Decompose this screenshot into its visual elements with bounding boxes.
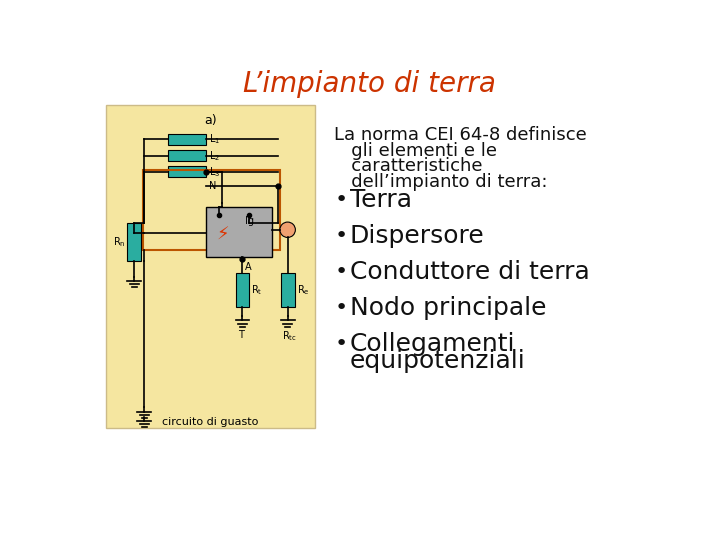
Text: R$_{\rm t}$: R$_{\rm t}$	[251, 283, 262, 296]
Text: N: N	[210, 181, 217, 192]
Bar	[235, 273, 249, 307]
Text: ⚡: ⚡	[217, 226, 229, 244]
Text: caratteristiche: caratteristiche	[334, 157, 482, 175]
Text: Ig: Ig	[245, 216, 253, 226]
Text: Conduttore di terra: Conduttore di terra	[350, 260, 590, 284]
Bar	[281, 273, 294, 307]
Text: •: •	[334, 226, 347, 246]
Text: La norma CEI 64-8 definisce: La norma CEI 64-8 definisce	[334, 126, 587, 144]
Text: •: •	[334, 262, 347, 282]
Text: A: A	[245, 261, 251, 272]
Text: L’impianto di terra: L’impianto di terra	[243, 70, 495, 98]
Text: Collegamenti: Collegamenti	[350, 332, 515, 356]
Text: Terra: Terra	[350, 187, 412, 212]
Bar	[106, 105, 315, 428]
Text: •: •	[334, 334, 347, 354]
Text: R$_{\rm tc}$: R$_{\rm tc}$	[282, 330, 297, 343]
Circle shape	[280, 222, 295, 238]
Bar	[206, 207, 272, 257]
Text: Dispersore: Dispersore	[350, 224, 485, 248]
Bar	[127, 222, 141, 261]
Text: T: T	[238, 330, 244, 340]
Text: L$_3$: L$_3$	[210, 165, 220, 179]
Text: gli elementi e le: gli elementi e le	[334, 142, 497, 160]
Bar	[168, 150, 206, 161]
Bar	[168, 134, 206, 145]
Bar	[168, 166, 206, 177]
Text: Nodo principale: Nodo principale	[350, 296, 546, 320]
Text: circuito di guasto: circuito di guasto	[162, 417, 258, 427]
Text: •: •	[334, 190, 347, 210]
Text: •: •	[334, 298, 347, 318]
Bar	[143, 170, 280, 249]
Text: R$_{\rm n}$: R$_{\rm n}$	[113, 235, 126, 249]
Text: L$_1$: L$_1$	[210, 133, 220, 146]
Text: R$_{\rm e}$: R$_{\rm e}$	[297, 283, 310, 296]
Text: L$_2$: L$_2$	[210, 148, 220, 163]
Text: dell’impianto di terra:: dell’impianto di terra:	[334, 173, 548, 191]
Text: equipotenziali: equipotenziali	[350, 349, 526, 373]
Text: a): a)	[204, 114, 217, 127]
